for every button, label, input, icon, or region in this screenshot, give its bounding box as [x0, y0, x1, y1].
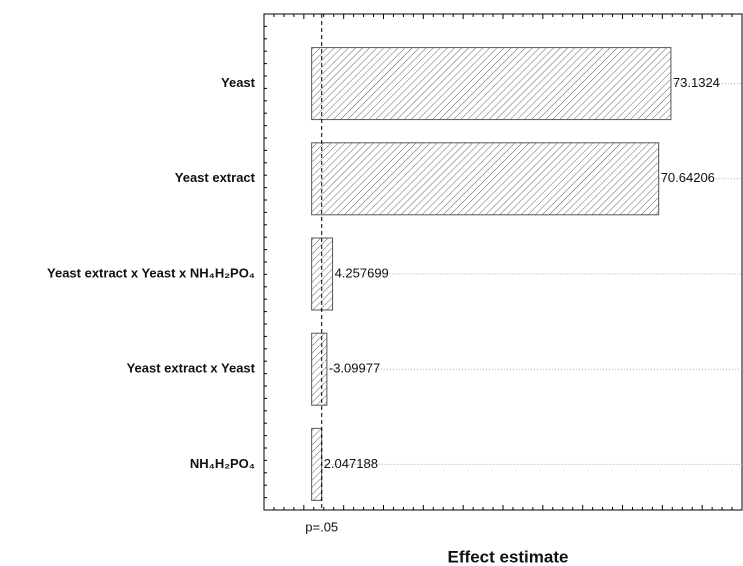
bar — [311, 47, 672, 121]
value-label: 4.257699 — [335, 265, 389, 280]
bar — [311, 332, 328, 406]
category-label: Yeast extract — [175, 170, 256, 185]
bar — [311, 427, 323, 501]
significance-label: p=.05 — [305, 519, 338, 534]
category-label: NH₄H₂PO₄ — [190, 456, 255, 471]
value-label: -3.09977 — [329, 361, 380, 376]
category-label: Yeast — [221, 75, 256, 90]
category-label: Yeast extract x Yeast x NH₄H₂PO₄ — [47, 265, 255, 280]
value-label: 73.1324 — [673, 75, 720, 90]
category-label: Yeast extract x Yeast — [127, 361, 256, 376]
bar — [311, 142, 660, 216]
x-axis-title: Effect estimate — [448, 547, 569, 566]
value-label: 2.047188 — [324, 456, 378, 471]
value-label: 70.64206 — [661, 170, 715, 185]
